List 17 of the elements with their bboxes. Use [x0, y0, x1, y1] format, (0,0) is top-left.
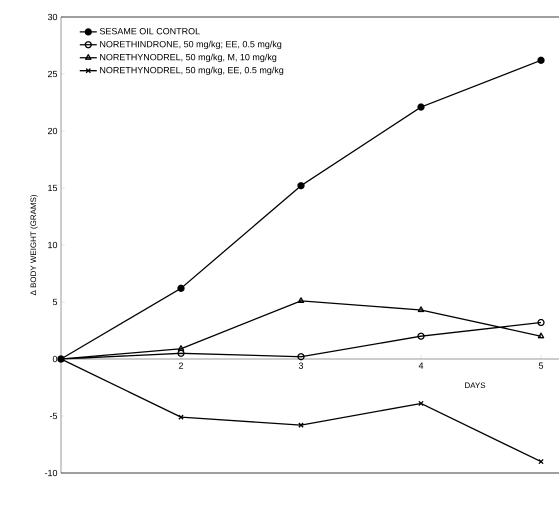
- y-tick-label: -5: [50, 412, 58, 420]
- y-tick-label: 10: [48, 242, 58, 248]
- x-tick-label: 3: [298, 362, 304, 369]
- y-tick-label: 15: [48, 184, 58, 192]
- legend-label: SESAME OIL CONTROL: [100, 28, 200, 34]
- y-tick-label: 25: [48, 70, 58, 78]
- x-tick-label: 5: [538, 362, 544, 369]
- y-tick-label: -10: [44, 470, 58, 476]
- legend-label: NORETHYNODREL, 50 mg/kg, EE, 0.5 mg/kg: [100, 66, 284, 76]
- y-tick-label: 20: [48, 128, 58, 134]
- x-tick-label: 4: [418, 362, 424, 369]
- y-tick-label: 30: [48, 14, 58, 20]
- y-tick-label: 0: [52, 356, 58, 362]
- legend-label: NORETHINDRONE, 50 mg/kg; EE, 0.5 mg/kg: [100, 40, 282, 50]
- y-tick-label: 5: [52, 298, 58, 306]
- x-tick-label: 2: [178, 362, 184, 369]
- legend-label: NORETHYNODREL, 50 mg/kg, M, 10 mg/kg: [100, 54, 276, 62]
